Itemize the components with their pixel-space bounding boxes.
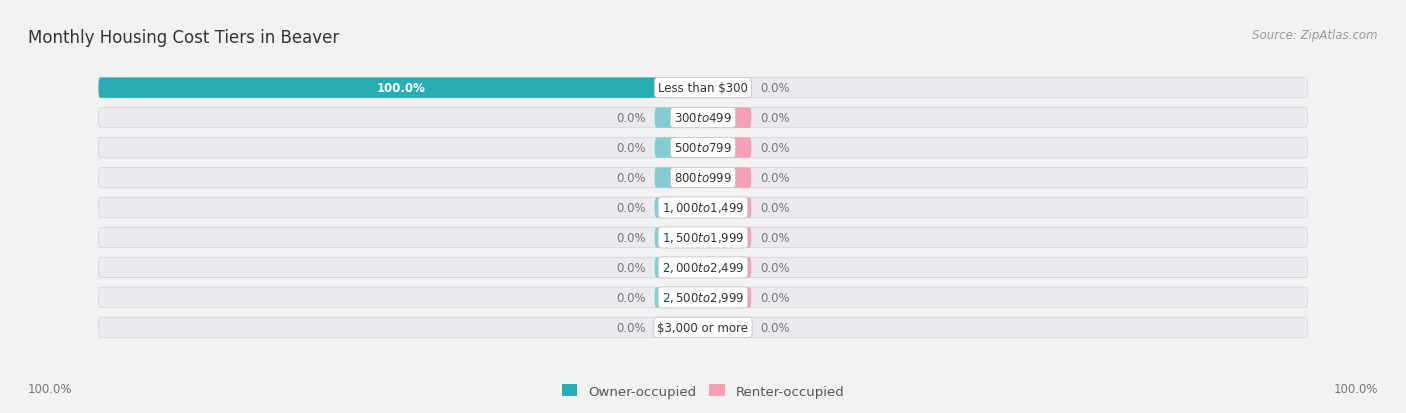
FancyBboxPatch shape xyxy=(98,287,1308,308)
FancyBboxPatch shape xyxy=(703,258,751,278)
Text: $3,000 or more: $3,000 or more xyxy=(658,321,748,334)
FancyBboxPatch shape xyxy=(655,108,703,128)
Text: 0.0%: 0.0% xyxy=(761,261,790,274)
FancyBboxPatch shape xyxy=(703,168,751,188)
Text: 0.0%: 0.0% xyxy=(761,231,790,244)
Text: 0.0%: 0.0% xyxy=(761,142,790,155)
FancyBboxPatch shape xyxy=(655,198,703,218)
FancyBboxPatch shape xyxy=(98,228,1308,248)
FancyBboxPatch shape xyxy=(98,198,1308,218)
FancyBboxPatch shape xyxy=(655,168,703,188)
Text: $800 to $999: $800 to $999 xyxy=(673,172,733,185)
FancyBboxPatch shape xyxy=(98,168,1308,188)
FancyBboxPatch shape xyxy=(655,228,703,248)
Text: 100.0%: 100.0% xyxy=(1333,382,1378,395)
Text: $500 to $799: $500 to $799 xyxy=(673,142,733,155)
FancyBboxPatch shape xyxy=(98,78,1308,99)
FancyBboxPatch shape xyxy=(703,287,751,308)
Legend: Owner-occupied, Renter-occupied: Owner-occupied, Renter-occupied xyxy=(561,384,845,398)
Text: 0.0%: 0.0% xyxy=(616,291,645,304)
Text: 100.0%: 100.0% xyxy=(377,82,425,95)
Text: 100.0%: 100.0% xyxy=(28,382,73,395)
FancyBboxPatch shape xyxy=(98,138,1308,158)
FancyBboxPatch shape xyxy=(98,318,1308,338)
FancyBboxPatch shape xyxy=(703,138,751,158)
FancyBboxPatch shape xyxy=(655,287,703,308)
FancyBboxPatch shape xyxy=(703,228,751,248)
FancyBboxPatch shape xyxy=(98,108,1308,128)
FancyBboxPatch shape xyxy=(98,258,1308,278)
FancyBboxPatch shape xyxy=(703,108,751,128)
FancyBboxPatch shape xyxy=(655,258,703,278)
FancyBboxPatch shape xyxy=(703,78,751,99)
Text: 0.0%: 0.0% xyxy=(616,142,645,155)
Text: $300 to $499: $300 to $499 xyxy=(673,112,733,125)
Text: 0.0%: 0.0% xyxy=(616,112,645,125)
Text: 0.0%: 0.0% xyxy=(761,82,790,95)
Text: 0.0%: 0.0% xyxy=(616,202,645,214)
Text: 0.0%: 0.0% xyxy=(761,202,790,214)
FancyBboxPatch shape xyxy=(655,138,703,158)
Text: $2,000 to $2,499: $2,000 to $2,499 xyxy=(662,261,744,275)
Text: $1,500 to $1,999: $1,500 to $1,999 xyxy=(662,231,744,245)
Text: 0.0%: 0.0% xyxy=(616,172,645,185)
FancyBboxPatch shape xyxy=(703,318,751,338)
Text: Source: ZipAtlas.com: Source: ZipAtlas.com xyxy=(1253,29,1378,42)
Text: 0.0%: 0.0% xyxy=(616,231,645,244)
Text: $1,000 to $1,499: $1,000 to $1,499 xyxy=(662,201,744,215)
Text: 0.0%: 0.0% xyxy=(761,291,790,304)
Text: $2,500 to $2,999: $2,500 to $2,999 xyxy=(662,291,744,305)
FancyBboxPatch shape xyxy=(703,198,751,218)
Text: 0.0%: 0.0% xyxy=(761,112,790,125)
Text: Monthly Housing Cost Tiers in Beaver: Monthly Housing Cost Tiers in Beaver xyxy=(28,29,339,47)
Text: 0.0%: 0.0% xyxy=(761,172,790,185)
Text: 0.0%: 0.0% xyxy=(616,321,645,334)
Text: 0.0%: 0.0% xyxy=(616,261,645,274)
FancyBboxPatch shape xyxy=(98,78,703,99)
Text: Less than $300: Less than $300 xyxy=(658,82,748,95)
FancyBboxPatch shape xyxy=(655,318,703,338)
Text: 0.0%: 0.0% xyxy=(761,321,790,334)
